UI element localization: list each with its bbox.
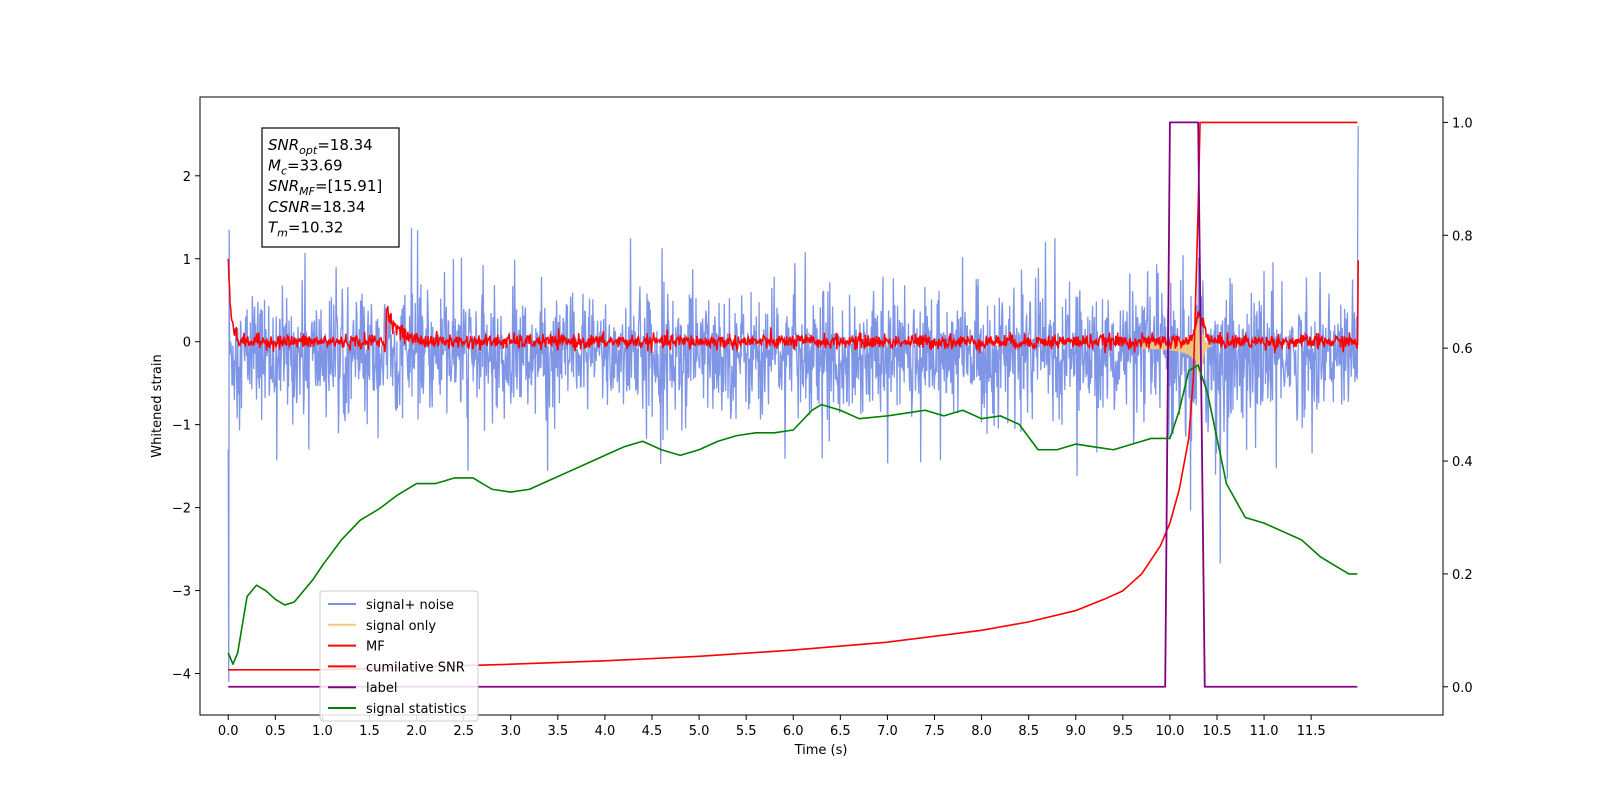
x-axis: 0.0 0.5 1.0 1.5 2.0 2.5 3.0 3.5 4.0 4.5 5.0 5.5 6.0 6…: [218, 715, 1326, 739]
annotation-line: Mc=33.69: [268, 157, 343, 178]
y2-tick-label: 0.6: [1452, 342, 1473, 357]
series-signal-statistics: [227, 364, 1358, 666]
y-axis-right: 0.0 0.2 0.4 0.6 0.8 1.0: [1443, 116, 1473, 696]
y2-tick-label: 0.8: [1452, 229, 1473, 244]
legend-label: label: [366, 681, 397, 696]
y-axis-left: 2 1 0 −1 −2 −3 −4: [172, 170, 200, 683]
y-tick-label: −2: [172, 502, 191, 517]
annotation-line: CSNR=18.34: [268, 198, 365, 216]
y-tick-label: 0: [183, 336, 191, 351]
y-tick-label: −4: [172, 668, 191, 683]
x-tick-label: 8.0: [971, 724, 992, 739]
x-tick-label: 2.5: [453, 724, 474, 739]
stats-annotation-box: SNRopt=18.34Mc=33.69SNRMF=[15.91]CSNR=18…: [261, 127, 400, 248]
y-tick-label: 2: [183, 170, 191, 185]
series-mf: [227, 258, 1359, 354]
series-label: [228, 121, 1358, 688]
x-tick-label: 0.5: [265, 724, 286, 739]
plot-frame: [199, 96, 1444, 716]
y-tick-label: −1: [172, 419, 191, 434]
legend-frame: [319, 590, 479, 722]
x-tick-label: 10.0: [1155, 724, 1184, 739]
series-layer: [227, 121, 1359, 688]
y2-tick-label: 1.0: [1452, 116, 1473, 131]
x-tick-label: 9.5: [1112, 724, 1133, 739]
x-tick-label: 11.0: [1250, 724, 1279, 739]
x-tick-label: 5.5: [736, 724, 757, 739]
legend-label: signal only: [366, 619, 436, 634]
x-tick-label: 1.5: [359, 724, 380, 739]
x-tick-label: 9.0: [1065, 724, 1086, 739]
y-tick-label: −3: [172, 585, 191, 600]
annotation-line: Tm=10.32: [268, 218, 343, 239]
x-tick-label: 7.0: [877, 724, 898, 739]
x-tick-label: 11.5: [1297, 724, 1326, 739]
x-axis-label: Time (s): [794, 743, 848, 758]
y-axis-label: Whitened strain: [150, 354, 165, 457]
x-tick-label: 6.0: [783, 724, 804, 739]
x-tick-label: 5.0: [689, 724, 710, 739]
legend: signal+ noise signal only MF cumilative SNR…: [319, 590, 479, 722]
y2-tick-label: 0.4: [1452, 455, 1473, 470]
x-tick-label: 4.5: [642, 724, 663, 739]
legend-label: signal statistics: [366, 702, 467, 717]
series-signal-noise: [227, 126, 1359, 682]
x-tick-label: 3.5: [547, 724, 568, 739]
x-tick-label: 8.5: [1018, 724, 1039, 739]
series-cumulative-snr: [228, 121, 1358, 671]
y2-tick-label: 0.2: [1452, 568, 1473, 583]
annotation-line: SNRMF=[15.91]: [268, 177, 382, 198]
x-tick-label: 0.0: [218, 724, 239, 739]
legend-label: MF: [366, 640, 385, 655]
x-tick-label: 4.0: [595, 724, 616, 739]
x-tick-label: 1.0: [312, 724, 333, 739]
annotation-line: SNRopt=18.34: [268, 136, 373, 157]
legend-label: signal+ noise: [366, 598, 454, 613]
legend-label: cumilative SNR: [366, 660, 465, 675]
x-tick-label: 7.5: [924, 724, 945, 739]
x-tick-label: 6.5: [830, 724, 851, 739]
x-tick-label: 2.0: [406, 724, 427, 739]
y-tick-label: 1: [183, 253, 191, 268]
y2-tick-label: 0.0: [1452, 681, 1473, 696]
annotation-frame: [261, 127, 400, 248]
x-tick-label: 3.0: [500, 724, 521, 739]
x-tick-label: 10.5: [1203, 724, 1232, 739]
